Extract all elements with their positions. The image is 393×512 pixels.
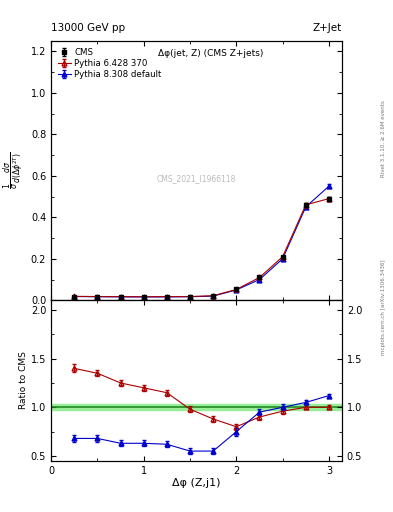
Legend: CMS, Pythia 6.428 370, Pythia 8.308 default: CMS, Pythia 6.428 370, Pythia 8.308 defa… bbox=[55, 45, 164, 82]
Y-axis label: Ratio to CMS: Ratio to CMS bbox=[19, 352, 28, 410]
Text: Rivet 3.1.10, ≥ 2.6M events: Rivet 3.1.10, ≥ 2.6M events bbox=[381, 100, 386, 177]
Y-axis label: $\frac{1}{\sigma}\frac{d\sigma}{d(\Delta\phi^{2T})}$: $\frac{1}{\sigma}\frac{d\sigma}{d(\Delta… bbox=[1, 152, 27, 189]
Bar bbox=[51, 404, 342, 410]
Text: CMS_2021_I1966118: CMS_2021_I1966118 bbox=[157, 174, 236, 183]
Text: Z+Jet: Z+Jet bbox=[313, 23, 342, 33]
X-axis label: Δφ (Z,j1): Δφ (Z,j1) bbox=[172, 478, 221, 488]
Text: mcplots.cern.ch [arXiv:1306.3436]: mcplots.cern.ch [arXiv:1306.3436] bbox=[381, 260, 386, 355]
Text: 13000 GeV pp: 13000 GeV pp bbox=[51, 23, 125, 33]
Text: Δφ(jet, Z) (CMS Z+jets): Δφ(jet, Z) (CMS Z+jets) bbox=[158, 49, 264, 58]
